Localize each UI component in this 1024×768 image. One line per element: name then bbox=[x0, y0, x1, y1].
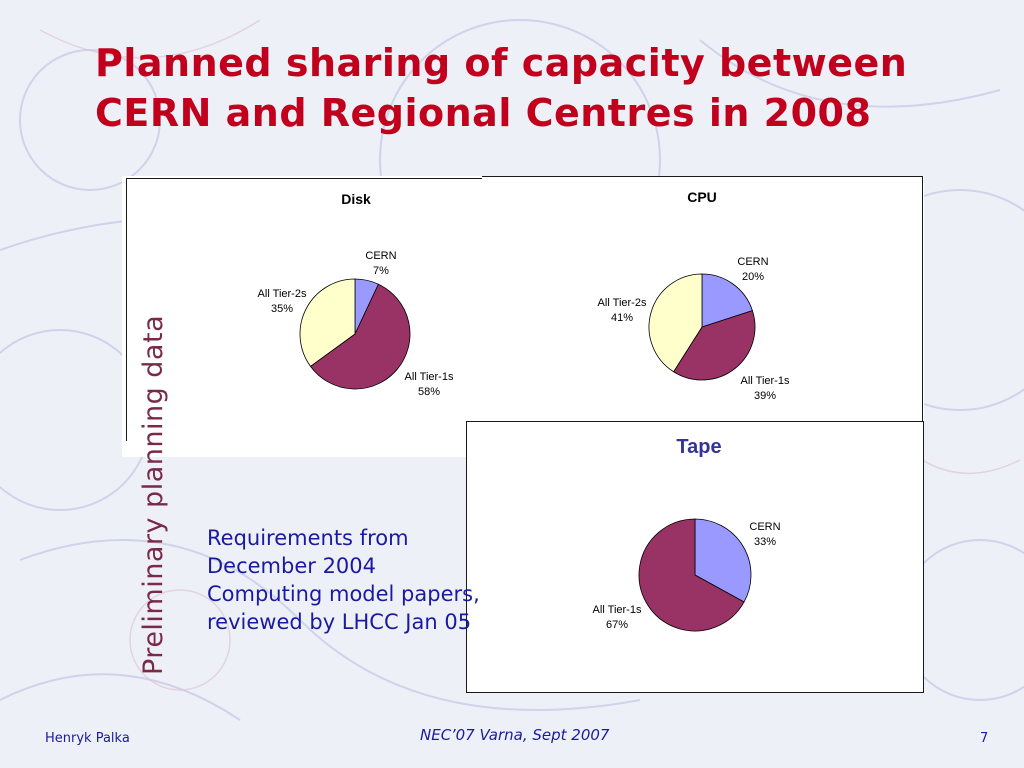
footer-author: Henryk Palka bbox=[45, 731, 130, 746]
pie-slice-all-tier-1s bbox=[638, 518, 745, 632]
slice-value-label: 35% bbox=[271, 303, 293, 315]
slice-value-label: 67% bbox=[606, 619, 628, 631]
pie-slice-all-tier-2s bbox=[648, 273, 703, 373]
slice-value-label: 39% bbox=[754, 390, 776, 402]
pie-slice-all-tier-2s bbox=[299, 278, 356, 367]
slice-value-label: 7% bbox=[373, 265, 389, 277]
slice-label: CERN bbox=[737, 256, 768, 268]
note-line: Requirements from bbox=[207, 526, 409, 550]
footer-event: NEC’07 Varna, Sept 2007 bbox=[420, 726, 610, 744]
note-line: Computing model papers, bbox=[207, 582, 480, 606]
footer-page-number: 7 bbox=[980, 731, 989, 746]
preliminary-label: Preliminary planning data bbox=[138, 314, 169, 675]
chart-title: Tape bbox=[676, 436, 721, 458]
slice-label: All Tier-1s bbox=[593, 604, 642, 616]
slice-label: All Tier-1s bbox=[741, 375, 790, 387]
cpu-chart-panel: CPU CERN 20% All Tier-1s 39% All Tier-2s 41% bbox=[482, 176, 924, 422]
disk-pie-chart: Disk CERN 7% All Tier-1s 58% All Tier-2s 35% bbox=[258, 191, 454, 398]
slice-value-label: 41% bbox=[611, 312, 633, 324]
slice-label: CERN bbox=[365, 250, 396, 262]
tape-pie-chart: Tape CERN 33% All Tier-1s 67% bbox=[593, 436, 781, 632]
chart-title: Disk bbox=[341, 191, 371, 207]
slice-label: All Tier-2s bbox=[598, 297, 647, 309]
slice-value-label: 58% bbox=[418, 386, 440, 398]
slice-label: All Tier-1s bbox=[405, 371, 454, 383]
requirements-note: Requirements from December 2004 Computin… bbox=[207, 524, 537, 636]
tape-chart-panel: Tape CERN 33% All Tier-1s 67% bbox=[466, 421, 924, 693]
cpu-pie-chart: CPU CERN 20% All Tier-1s 39% All Tier-2s 41% bbox=[598, 189, 790, 402]
title-line-2: CERN and Regional Centres in 2008 bbox=[95, 91, 872, 135]
chart-title: CPU bbox=[687, 189, 717, 205]
slice-value-label: 33% bbox=[754, 536, 776, 548]
pie-slice-cern bbox=[694, 518, 752, 603]
slide-title: Planned sharing of capacity between CERN… bbox=[95, 38, 975, 138]
slice-value-label: 20% bbox=[742, 271, 764, 283]
note-line: reviewed by LHCC Jan 05 bbox=[207, 610, 472, 634]
pie-slice-cern bbox=[701, 273, 753, 328]
slice-label: All Tier-2s bbox=[258, 288, 307, 300]
pie-slice-all-tier-1s bbox=[309, 283, 411, 390]
slice-label: CERN bbox=[749, 521, 780, 533]
pie-slice-all-tier-1s bbox=[673, 310, 756, 381]
title-line-1: Planned sharing of capacity between bbox=[95, 41, 908, 85]
note-line: December 2004 bbox=[207, 554, 377, 578]
